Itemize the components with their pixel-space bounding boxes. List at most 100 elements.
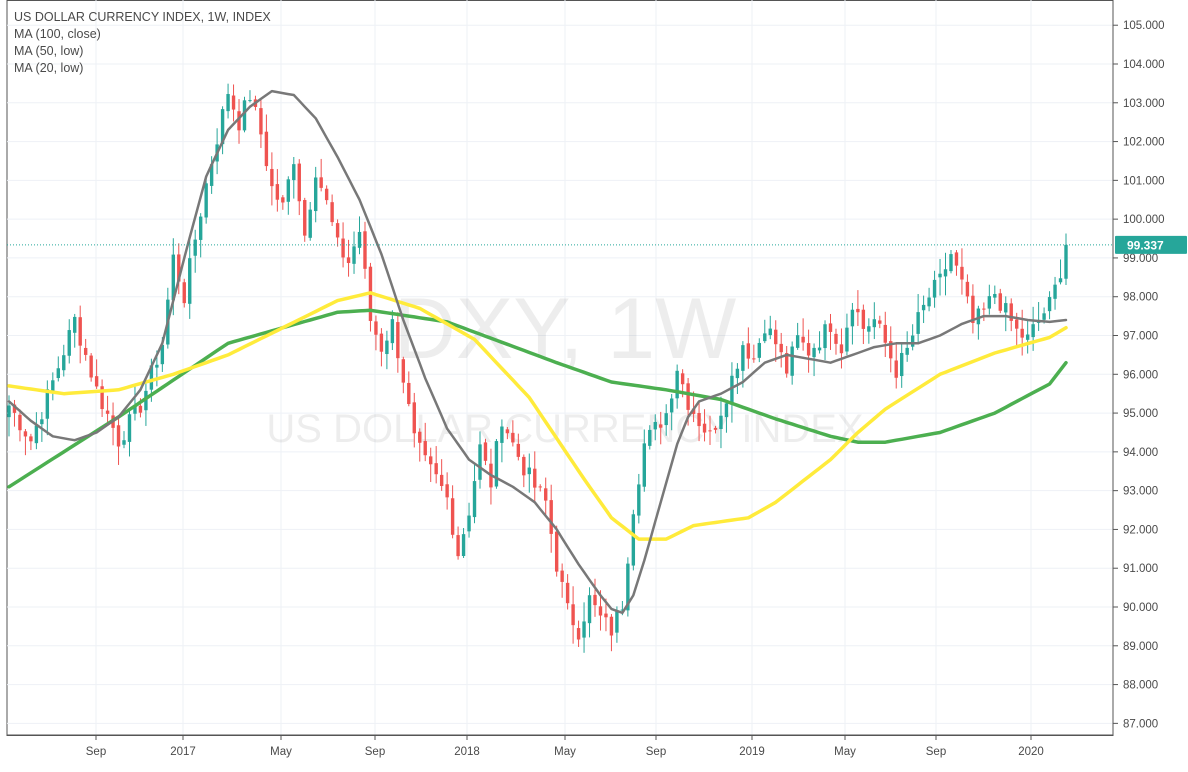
candle [511,420,515,447]
y-tick-label: 98.000 [1123,292,1158,304]
candle-body [916,312,920,334]
candle [774,320,778,362]
candle [587,587,592,638]
candle-body [472,481,477,518]
candle [878,315,882,329]
legend-ma-100[interactable]: MA (100, close) [14,27,101,41]
candle [500,419,504,463]
candle-body [177,254,181,282]
candle-body [429,456,433,465]
candle-body [790,346,794,376]
candle-body [62,355,66,371]
candle [18,409,22,442]
legend-ma-20[interactable]: MA (20, low) [14,61,84,75]
candle-body [697,413,701,427]
candle-body [94,376,99,387]
candle [790,341,794,385]
candle [368,262,373,332]
y-tick-label: 102.000 [1123,137,1165,149]
candle-body [505,429,510,434]
candle [872,302,877,340]
candle [144,378,148,426]
legend-ma-50[interactable]: MA (50, low) [14,44,84,58]
candle-body [78,317,82,346]
candle-body [554,531,559,572]
candle [538,484,542,492]
candle-body [598,606,603,616]
candle-body [741,345,745,371]
candle [429,447,433,483]
candle-body [160,344,165,365]
candle-body [23,431,28,437]
candle-body [949,254,953,272]
candle-body [719,415,723,430]
candle-body [40,419,44,425]
candle [23,428,28,456]
candle [582,602,586,653]
candle [204,177,208,224]
y-tick-label: 101.000 [1123,175,1165,187]
candle [357,216,362,255]
last-price-label: 99.337 [1127,238,1164,252]
candle-body [439,474,444,486]
candle [319,158,323,192]
candle-body [396,322,400,359]
candle-body [965,281,970,297]
candle-body [461,534,466,557]
candle [330,194,334,227]
candle-body [494,441,499,487]
candle [675,364,679,409]
candle [609,614,614,652]
candle-body [845,327,849,352]
candle [270,152,274,206]
candle [1053,276,1057,310]
candle [242,96,247,133]
candle-body [971,295,975,323]
candle-body [45,389,50,419]
candle [73,313,77,348]
candle-body [757,342,762,358]
candle-body [483,442,488,461]
candle [746,327,751,369]
candle-body [226,94,230,112]
candle [34,412,39,450]
x-tick-label: 2017 [170,746,196,758]
candle-layer [7,83,1068,653]
candle-body [248,100,252,102]
candle [697,401,701,442]
candle [784,346,789,378]
candle-body [763,333,767,342]
candle-body [281,197,285,203]
candle [248,90,252,103]
x-tick-label: Sep [86,746,106,758]
y-tick-label: 95.000 [1123,408,1158,420]
candle [828,313,833,350]
candle [527,453,531,493]
candle [308,202,312,241]
candle [467,502,471,538]
candle-body [56,368,60,379]
candle-body [357,231,362,248]
candle-body [374,321,378,335]
candle-body [308,209,312,238]
candle [1058,259,1063,285]
candle-body [587,595,592,624]
candle-body [67,330,71,356]
candle-body [828,323,833,332]
candle-body [303,200,307,236]
x-tick-label: 2019 [739,746,765,758]
candle-body [83,347,88,355]
candle-body [609,616,614,636]
candle-body [527,467,531,475]
candle-body [730,375,734,405]
candle-body [1004,303,1008,313]
candle-body [752,358,756,360]
candle-body [631,514,636,566]
candle-body [943,269,948,277]
candle-body [861,309,866,329]
candle [823,320,827,361]
ma-layer [7,89,1068,615]
candle [993,285,997,305]
